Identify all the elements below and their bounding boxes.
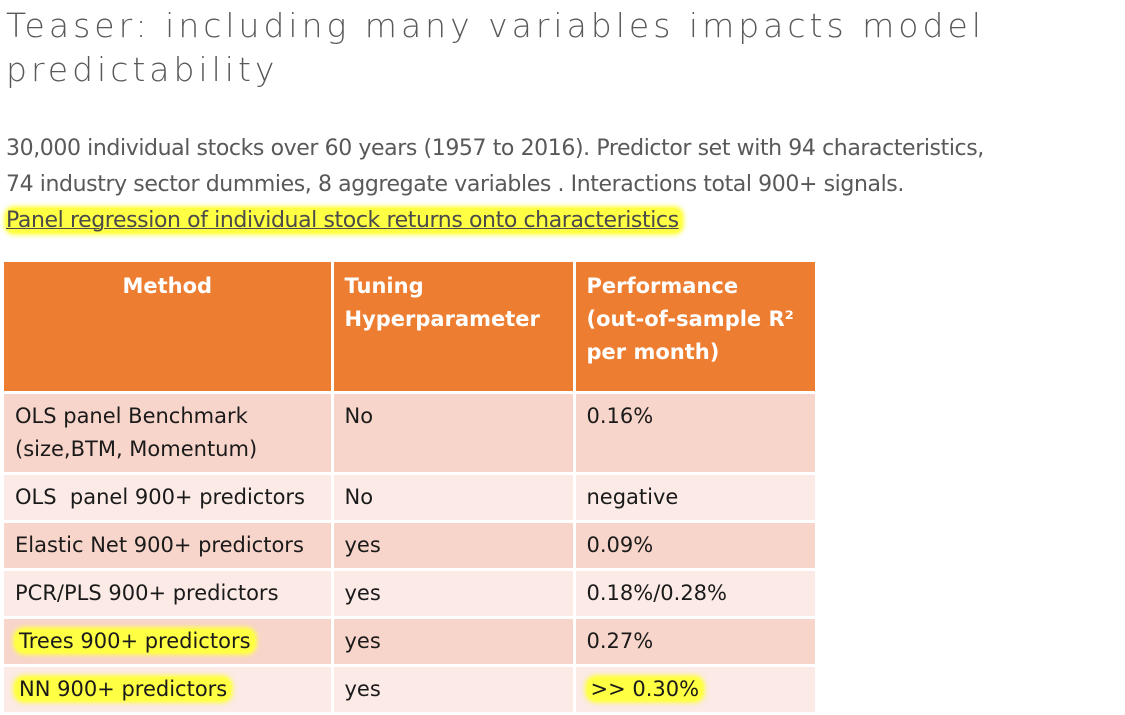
panel-regression-link[interactable]: Panel regression of individual stock ret… bbox=[6, 208, 682, 233]
table-row: NN 900+ predictors yes >> 0.30% bbox=[4, 665, 815, 715]
cell-tuning: yes bbox=[332, 665, 576, 715]
cell-method: NN 900+ predictors bbox=[4, 665, 334, 715]
cell-method: Elastic Net 900+ predictors bbox=[4, 521, 334, 571]
cell-performance: 0.27% bbox=[574, 617, 815, 667]
highlighted-link-line: Panel regression of individual stock ret… bbox=[6, 203, 1121, 239]
paragraph-line-1: 30,000 individual stocks over 60 years (… bbox=[6, 136, 984, 161]
table-row: Trees 900+ predictors yes 0.27% bbox=[4, 617, 815, 667]
highlighted-method: NN 900+ predictors bbox=[15, 676, 232, 701]
cell-tuning: yes bbox=[332, 521, 576, 571]
cell-tuning: yes bbox=[332, 617, 576, 667]
table-row: OLS panel 900+ predictors No negative bbox=[4, 473, 815, 523]
highlighted-performance: >> 0.30% bbox=[586, 676, 704, 701]
methods-table: Method Tuning Hyperparameter Performance… bbox=[4, 262, 815, 715]
slide-title: Teaser: including many variables impacts… bbox=[6, 6, 985, 89]
header-performance: Performance (out-of-sample R² per month) bbox=[574, 262, 815, 394]
header-tuning: Tuning Hyperparameter bbox=[332, 262, 576, 394]
table-row: Elastic Net 900+ predictors yes 0.09% bbox=[4, 521, 815, 571]
highlighted-method: Trees 900+ predictors bbox=[15, 628, 255, 653]
header-method: Method bbox=[4, 262, 334, 394]
cell-method: PCR/PLS 900+ predictors bbox=[4, 569, 334, 619]
cell-performance: 0.18%/0.28% bbox=[574, 569, 815, 619]
intro-paragraph: 30,000 individual stocks over 60 years (… bbox=[6, 131, 1121, 239]
cell-method: Trees 900+ predictors bbox=[4, 617, 334, 667]
cell-performance: 0.16% bbox=[574, 392, 815, 475]
cell-tuning: yes bbox=[332, 569, 576, 619]
cell-performance: >> 0.30% bbox=[574, 665, 815, 715]
cell-performance: negative bbox=[574, 473, 815, 523]
paragraph-line-2: 74 industry sector dummies, 8 aggregate … bbox=[6, 172, 904, 197]
cell-tuning: No bbox=[332, 392, 576, 475]
cell-method: OLS panel 900+ predictors bbox=[4, 473, 334, 523]
table-row: PCR/PLS 900+ predictors yes 0.18%/0.28% bbox=[4, 569, 815, 619]
cell-tuning: No bbox=[332, 473, 576, 523]
table-row: OLS panel Benchmark (size,BTM, Momentum)… bbox=[4, 392, 815, 475]
table-header-row: Method Tuning Hyperparameter Performance… bbox=[4, 262, 815, 394]
cell-method: OLS panel Benchmark (size,BTM, Momentum) bbox=[4, 392, 334, 475]
cell-performance: 0.09% bbox=[574, 521, 815, 571]
